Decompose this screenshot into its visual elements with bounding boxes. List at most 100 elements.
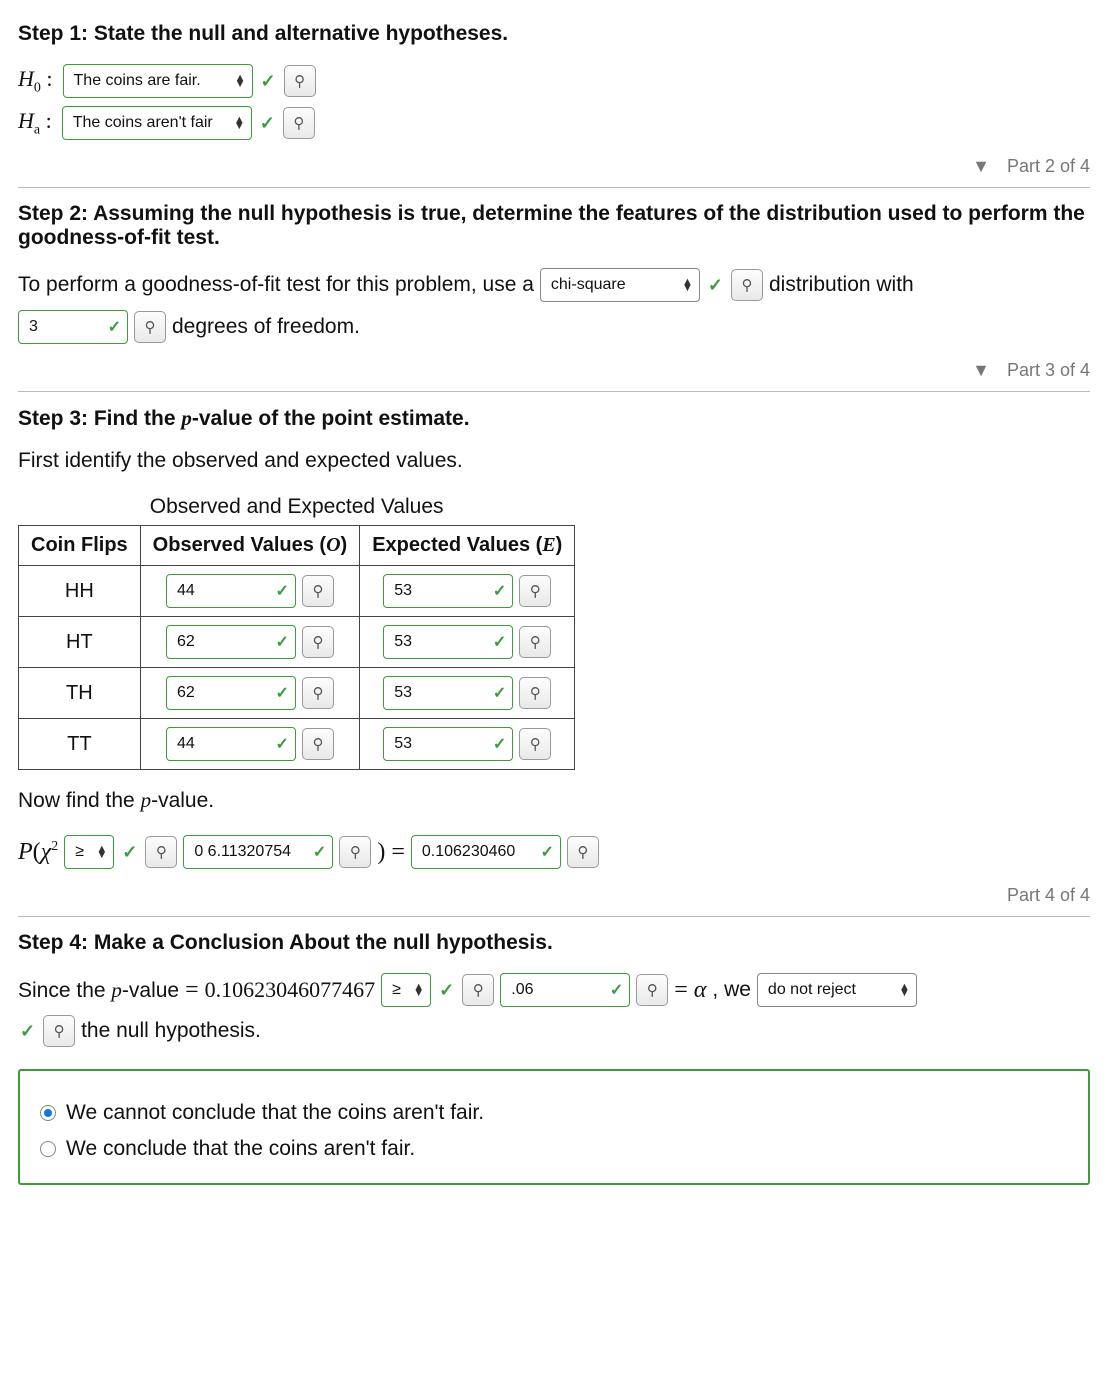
retry-button[interactable]: ⚲: [283, 107, 315, 139]
ha-row: Ha : The coins aren't fair ▲▼ ✓ ⚲: [18, 106, 1090, 140]
col-observed: Observed Values (O): [140, 526, 360, 566]
conclusion-line: Since the p-value = 0.10623046077467 ≥ ▲…: [18, 973, 1090, 1007]
p-value-input[interactable]: 0.106230460 ✓: [411, 835, 561, 869]
comma-we: , we: [712, 978, 751, 1002]
check-icon: ✓: [708, 275, 723, 296]
part-label: Part 2 of 4: [1007, 156, 1090, 176]
ha-symbol: Ha :: [18, 108, 52, 138]
check-icon: ✓: [261, 71, 276, 92]
check-icon: ✓: [493, 734, 506, 754]
h0-symbol: H0 :: [18, 66, 53, 96]
step2-line2: 3 ✓ ⚲ degrees of freedom.: [18, 310, 1090, 344]
table-row: HH44✓⚲53✓⚲: [19, 566, 575, 617]
step2-tail2: degrees of freedom.: [172, 315, 360, 339]
option-1-label: We cannot conclude that the coins aren't…: [66, 1101, 484, 1125]
check-icon: ✓: [276, 683, 289, 703]
part-label: Part 4 of 4: [1007, 885, 1090, 905]
part-4-marker[interactable]: Part 4 of 4: [18, 879, 1090, 917]
check-icon: ✓: [122, 842, 137, 863]
step4-title: Step 4: Make a Conclusion About the null…: [18, 931, 1090, 955]
caret-icon: ▲▼: [96, 846, 107, 858]
tail-text: the null hypothesis.: [81, 1019, 261, 1043]
retry-button[interactable]: ⚲: [302, 677, 334, 709]
retry-button[interactable]: ⚲: [636, 974, 668, 1006]
check-icon: ✓: [276, 581, 289, 601]
check-icon: ✓: [493, 683, 506, 703]
check-icon: ✓: [313, 842, 326, 862]
option-1-row[interactable]: We cannot conclude that the coins aren't…: [40, 1101, 1068, 1125]
expected-input[interactable]: 53✓: [383, 625, 513, 659]
step2-tail1: distribution with: [769, 273, 914, 297]
part-label: Part 3 of 4: [1007, 360, 1090, 380]
part-3-marker[interactable]: ▼ Part 3 of 4: [18, 354, 1090, 392]
now-find-p: Now find the p-value.: [18, 788, 1090, 813]
retry-button[interactable]: ⚲: [519, 677, 551, 709]
check-icon: ✓: [20, 1021, 35, 1042]
h0-select[interactable]: The coins are fair. ▲▼: [63, 64, 253, 98]
check-icon: ✓: [439, 980, 454, 1001]
ha-select[interactable]: The coins aren't fair ▲▼: [62, 106, 252, 140]
retry-button[interactable]: ⚲: [145, 836, 177, 868]
eq-alpha: = α: [674, 977, 706, 1004]
part-2-marker[interactable]: ▼ Part 2 of 4: [18, 150, 1090, 188]
h0-row: H0 : The coins are fair. ▲▼ ✓ ⚲: [18, 64, 1090, 98]
retry-button[interactable]: ⚲: [302, 626, 334, 658]
expected-input[interactable]: 53✓: [383, 676, 513, 710]
observed-expected-table: Observed and Expected Values Coin Flips …: [18, 495, 575, 770]
retry-button[interactable]: ⚲: [134, 311, 166, 343]
conclusion-line2: ✓ ⚲ the null hypothesis.: [18, 1015, 1090, 1047]
close-paren: ): [377, 839, 385, 866]
step2-lead: To perform a goodness-of-fit test for th…: [18, 273, 534, 297]
observed-input[interactable]: 44✓: [166, 727, 296, 761]
check-icon: ✓: [493, 581, 506, 601]
p-value-expression: P(χ2 ≥ ▲▼ ✓ ⚲ 0 6.11320754 ✓ ⚲ ) = 0.106…: [18, 835, 1090, 869]
radio-selected-icon[interactable]: [40, 1105, 56, 1121]
distribution-select[interactable]: chi-square ▲▼: [540, 268, 700, 302]
compare-alpha-select[interactable]: ≥ ▲▼: [381, 973, 431, 1007]
caret-icon: ▲▼: [899, 984, 910, 996]
retry-button[interactable]: ⚲: [462, 974, 494, 1006]
flip-cell: HT: [19, 617, 141, 668]
check-icon: ✓: [276, 734, 289, 754]
check-icon: ✓: [493, 632, 506, 652]
comparison-select[interactable]: ≥ ▲▼: [64, 835, 114, 869]
decision-select[interactable]: do not reject ▲▼: [757, 973, 917, 1007]
table-row: HT62✓⚲53✓⚲: [19, 617, 575, 668]
retry-button[interactable]: ⚲: [519, 626, 551, 658]
df-input[interactable]: 3 ✓: [18, 310, 128, 344]
check-icon: ✓: [540, 842, 553, 862]
flip-cell: TH: [19, 668, 141, 719]
retry-button[interactable]: ⚲: [284, 65, 316, 97]
expected-input[interactable]: 53✓: [383, 574, 513, 608]
retry-button[interactable]: ⚲: [339, 836, 371, 868]
option-2-row[interactable]: We conclude that the coins aren't fair.: [40, 1137, 1068, 1161]
equals-sign: =: [391, 839, 405, 866]
radio-unselected-icon[interactable]: [40, 1141, 56, 1157]
observed-input[interactable]: 62✓: [166, 625, 296, 659]
conclusion-options: We cannot conclude that the coins aren't…: [18, 1069, 1090, 1185]
alpha-input[interactable]: .06 ✓: [500, 973, 630, 1007]
retry-button[interactable]: ⚲: [43, 1015, 75, 1047]
retry-button[interactable]: ⚲: [731, 269, 763, 301]
chevron-down-icon: ▼: [972, 156, 990, 177]
retry-button[interactable]: ⚲: [302, 575, 334, 607]
col-expected: Expected Values (E): [360, 526, 575, 566]
observed-input[interactable]: 44✓: [166, 574, 296, 608]
check-icon: ✓: [276, 632, 289, 652]
caret-icon: ▲▼: [235, 75, 246, 87]
observed-input[interactable]: 62✓: [166, 676, 296, 710]
retry-button[interactable]: ⚲: [519, 728, 551, 760]
retry-button[interactable]: ⚲: [567, 836, 599, 868]
chi-stat-input[interactable]: 0 6.11320754 ✓: [183, 835, 333, 869]
caret-icon: ▲▼: [234, 117, 245, 129]
expected-input[interactable]: 53✓: [383, 727, 513, 761]
retry-button[interactable]: ⚲: [519, 575, 551, 607]
equals-sign: =: [185, 977, 199, 1004]
step2-title: Step 2: Assuming the null hypothesis is …: [18, 202, 1090, 250]
table-row: TT44✓⚲53✓⚲: [19, 719, 575, 770]
flip-cell: TT: [19, 719, 141, 770]
table-row: TH62✓⚲53✓⚲: [19, 668, 575, 719]
step1-title: Step 1: State the null and alternative h…: [18, 22, 1090, 46]
col-coin-flips: Coin Flips: [19, 526, 141, 566]
retry-button[interactable]: ⚲: [302, 728, 334, 760]
